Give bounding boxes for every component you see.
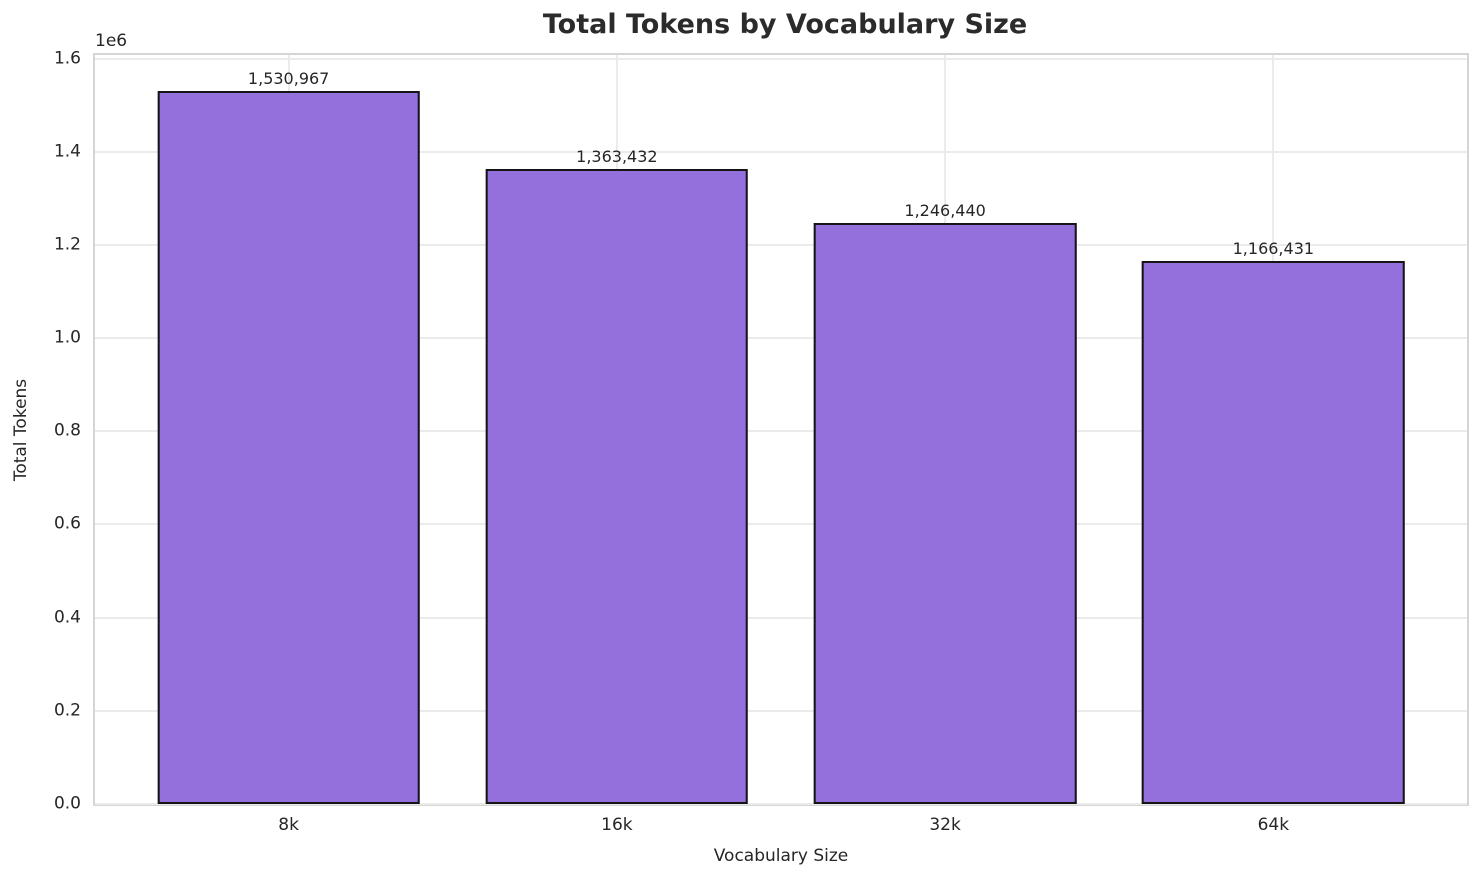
bar-value-label: 1,246,440 (904, 201, 986, 221)
x-tick-label: 8k (278, 815, 299, 835)
y-gridline (95, 337, 1467, 340)
y-axis-label: Total Tokens (11, 378, 31, 482)
x-tick-label: 32k (929, 815, 961, 835)
bar-value-label: 1,530,967 (247, 68, 330, 88)
bar (1142, 260, 1405, 804)
y-tick-label: 0.8 (53, 420, 81, 441)
y-gridline (95, 803, 1467, 805)
x-axis-label: Vocabulary Size (713, 846, 849, 866)
y-tick-label: 1.6 (53, 48, 81, 69)
y-gridline (95, 616, 1467, 619)
bar (485, 168, 749, 804)
y-tick-label: 1.2 (53, 234, 81, 255)
y-axis-offset-label: 1e6 (95, 31, 128, 51)
bar-value-label: 1,166,431 (1232, 238, 1315, 258)
y-tick-label: 0.6 (53, 513, 81, 534)
x-tick-label: 16k (601, 815, 633, 835)
chart-title: Total Tokens by Vocabulary Size (542, 9, 1028, 40)
y-gridline (95, 523, 1467, 526)
bar (813, 223, 1077, 804)
y-gridline (95, 243, 1467, 246)
y-tick-label: 1.0 (53, 327, 81, 348)
bar-value-label: 1,363,432 (576, 146, 658, 166)
y-tick-label: 0.0 (53, 793, 81, 814)
y-gridline (95, 150, 1467, 153)
y-tick-label: 1.4 (53, 141, 81, 162)
y-tick-label: 0.2 (53, 700, 81, 721)
y-gridline (95, 709, 1467, 712)
y-tick-label: 0.4 (53, 607, 81, 628)
y-gridline (95, 430, 1467, 433)
y-gridline (95, 57, 1467, 60)
plot-area: 1e6 0.0 0.2 0.4 0.6 0.8 1.0 1.2 1.4 1.6 1,530,967… (54, 33, 1469, 834)
x-tick-label: 64k (1257, 815, 1290, 835)
bar (157, 90, 420, 804)
